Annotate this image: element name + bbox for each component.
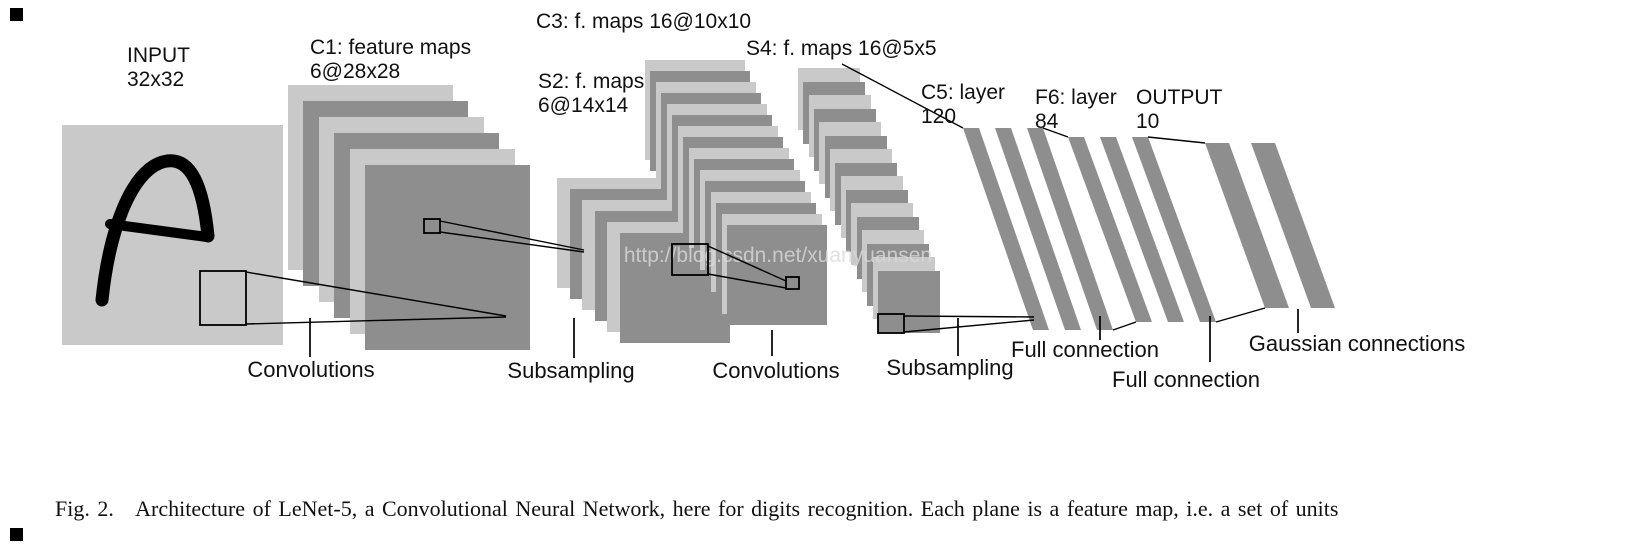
feature-map-plane bbox=[727, 225, 827, 325]
full-connection-label: Full connection bbox=[1112, 367, 1260, 392]
c5-layer-size: 120 bbox=[921, 105, 956, 128]
tick-lines bbox=[309, 309, 1299, 362]
handwritten-letter-A-bar bbox=[105, 219, 212, 242]
receptive-field-line bbox=[903, 315, 1035, 318]
s4-receptive-field-box bbox=[877, 313, 905, 334]
c5-layer-bars bbox=[963, 128, 1113, 330]
layer-bar bbox=[1132, 137, 1216, 322]
receptive-field-line bbox=[707, 245, 787, 282]
layer-bar bbox=[995, 128, 1081, 330]
full-connection-line bbox=[1215, 307, 1266, 323]
input-receptive-field-box bbox=[199, 270, 247, 326]
input-layer-size: 32x32 bbox=[127, 68, 184, 91]
s2-layer-label: S2: f. maps bbox=[538, 70, 644, 93]
c5-layer-label: C5: layer bbox=[921, 81, 1005, 104]
s2-receptive-field-box bbox=[671, 243, 709, 276]
receptive-field-line bbox=[245, 316, 507, 325]
figure-caption: Fig. 2. Architecture of LeNet-5, a Convo… bbox=[55, 434, 1570, 550]
s4-layer-label: S4: f. maps 16@5x5 bbox=[746, 37, 937, 60]
c3-feature-maps bbox=[645, 60, 827, 325]
connection-lines bbox=[245, 63, 1266, 333]
f6-layer-size: 84 bbox=[1035, 110, 1059, 133]
layer-bar bbox=[963, 128, 1049, 330]
receptive-field-line bbox=[439, 231, 585, 253]
s2-layer-size: 6@14x14 bbox=[538, 94, 629, 117]
layer-bar bbox=[1068, 137, 1152, 322]
layer-bar bbox=[1100, 137, 1184, 322]
s4-feature-maps bbox=[798, 68, 940, 333]
convolutions-label: Convolutions bbox=[712, 358, 839, 383]
corner-mark bbox=[10, 8, 23, 21]
receptive-field-line bbox=[245, 271, 507, 317]
receptive-field-line bbox=[707, 273, 787, 289]
c1-layer-size: 6@28x28 bbox=[310, 60, 400, 83]
f6-layer-bars bbox=[1068, 137, 1216, 322]
c3-unit-box bbox=[785, 276, 800, 290]
caption-line-1: Fig. 2. Architecture of LeNet-5, a Convo… bbox=[55, 496, 1339, 521]
feature-map-plane bbox=[365, 165, 530, 350]
receptive-field-line bbox=[903, 319, 1035, 333]
handwritten-letter-A-arch bbox=[95, 154, 215, 307]
receptive-field-line bbox=[439, 220, 585, 251]
layer-labels: INPUT 32x32 C1: feature maps 6@28x28 C3:… bbox=[127, 10, 1223, 133]
corner-mark bbox=[10, 528, 23, 541]
subsampling-label: Subsampling bbox=[886, 355, 1013, 380]
feature-map-plane bbox=[878, 271, 940, 333]
input-plane bbox=[62, 125, 283, 345]
convolutions-label: Convolutions bbox=[247, 357, 374, 382]
input-layer-label: INPUT bbox=[127, 44, 190, 67]
full-connection-line bbox=[1042, 127, 1069, 138]
receptive-field-outlines bbox=[199, 218, 905, 334]
full-connection-label: Full connection bbox=[1011, 337, 1159, 362]
c3-layer-label: C3: f. maps 16@10x10 bbox=[536, 10, 751, 33]
output-layer-bars bbox=[1205, 143, 1335, 308]
full-connection-line bbox=[1147, 136, 1206, 144]
watermark-text: http://blog.csdn.net/xuanyuansen bbox=[624, 244, 932, 267]
output-layer-size: 10 bbox=[1136, 110, 1159, 133]
layer-bar bbox=[1205, 143, 1289, 308]
full-connection-line bbox=[1112, 321, 1137, 331]
subsampling-label: Subsampling bbox=[507, 358, 634, 383]
f6-layer-label: F6: layer bbox=[1035, 86, 1117, 109]
c1-unit-box bbox=[423, 218, 441, 234]
lenet-architecture-diagram: http://blog.csdn.net/xuanyuansen bbox=[62, 10, 1465, 392]
output-layer-label: OUTPUT bbox=[1136, 86, 1223, 109]
operation-labels: Convolutions Subsampling Convolutions Su… bbox=[247, 331, 1465, 392]
full-connection-line bbox=[841, 63, 964, 129]
layer-bar bbox=[1027, 128, 1113, 330]
c1-layer-label: C1: feature maps bbox=[310, 36, 471, 59]
gaussian-connections-label: Gaussian connections bbox=[1249, 331, 1465, 356]
layer-bar bbox=[1251, 143, 1335, 308]
c1-feature-maps bbox=[288, 85, 530, 350]
